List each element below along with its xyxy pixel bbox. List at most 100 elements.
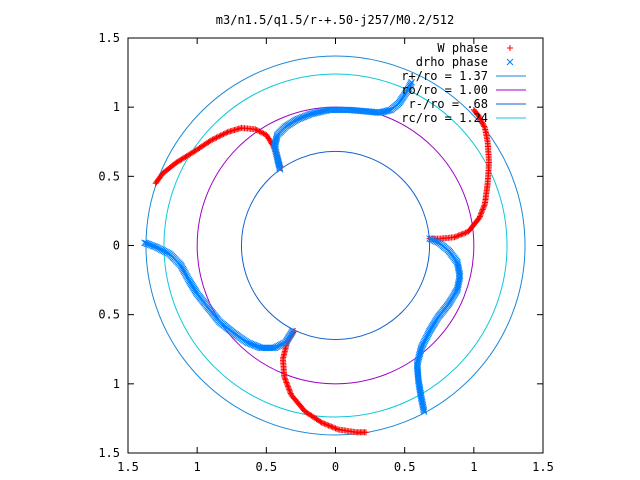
axis-ticks: 1.5 1 0.5 0 0.5 1 1.51.510.500.511.5	[98, 31, 554, 474]
w-phase-point	[478, 118, 485, 124]
w-phase-point	[284, 382, 291, 389]
w-phase-point	[208, 137, 214, 144]
drho-phase-point	[408, 78, 415, 86]
w-phase-point	[256, 128, 263, 135]
w-phase-point	[454, 233, 461, 240]
drho-phase-point	[325, 106, 332, 114]
drho-phase-point	[330, 106, 337, 114]
w-phase-point	[253, 126, 260, 133]
chart-title: m3/n1.5/q1.5/r-+.50-j257/M0.2/512	[216, 13, 454, 27]
legend-label: rc/ro = 1.24	[401, 111, 488, 125]
x-tick-label: 1	[470, 460, 477, 474]
data-points	[141, 78, 493, 436]
drho-phase-point	[420, 406, 428, 414]
drho-phase-point	[337, 106, 345, 114]
w-phase-point	[481, 123, 488, 130]
x-tick-label: 1	[194, 460, 201, 474]
w-phase-point	[329, 424, 336, 431]
w-phase-point	[478, 210, 485, 217]
w-phase-point	[332, 425, 339, 432]
x-tick-label: 0.5	[255, 460, 277, 474]
w-phase-point	[479, 206, 486, 213]
w-phase-point	[461, 230, 468, 237]
w-phase-point	[457, 231, 463, 238]
w-phase-point	[455, 232, 462, 239]
circle-r-1	[196, 106, 475, 385]
w-phase-point	[479, 119, 486, 126]
w-phase-point	[213, 134, 220, 141]
w-phase-point	[217, 132, 224, 139]
w-phase-point	[459, 230, 466, 237]
drho-phase-point	[341, 106, 348, 114]
w-phase-point	[479, 207, 486, 214]
w-phase-point	[325, 422, 332, 429]
drho-phase-point	[333, 106, 340, 114]
w-phase-point	[462, 229, 469, 236]
legend-label: W phase	[437, 41, 488, 55]
w-phase-point	[210, 135, 217, 142]
w-phase-point	[212, 135, 219, 142]
x-tick-label: 1.5	[532, 460, 554, 474]
drho-phase-point	[142, 239, 150, 247]
w-phase-point	[478, 209, 485, 216]
w-phase-point	[286, 387, 293, 394]
w-phase-point	[475, 215, 482, 222]
w-phase-point	[451, 234, 458, 241]
w-phase-point	[283, 379, 290, 386]
w-phase-point	[320, 420, 327, 427]
x-tick-label: 1.5	[117, 460, 139, 474]
w-phase-point	[282, 376, 289, 383]
legend-label: ro/ro = 1.00	[401, 83, 488, 97]
w-phase-point	[476, 214, 483, 221]
y-tick-label: 1.5	[98, 446, 120, 460]
drho-phase-point	[328, 106, 336, 114]
w-phase-point	[209, 136, 216, 143]
w-phase-point	[285, 384, 292, 391]
x-tick-label: 0	[332, 460, 339, 474]
w-phase-point	[216, 133, 223, 140]
w-phase-point	[260, 130, 267, 137]
drho-phase-point	[334, 106, 342, 114]
w-phase-point	[328, 423, 335, 430]
drho-phase-point	[420, 408, 428, 415]
drho-phase-point	[339, 106, 347, 114]
y-tick-label: 1	[113, 377, 120, 391]
y-tick-label: 0.5	[98, 308, 120, 322]
w-phase-point	[221, 130, 228, 137]
w-phase-point	[481, 202, 488, 209]
w-phase-point	[281, 375, 288, 382]
w-phase-point	[257, 129, 264, 136]
w-phase-point	[219, 131, 226, 138]
w-phase-point	[285, 383, 292, 390]
w-phase-point	[362, 429, 369, 436]
y-tick-label: 0.5	[98, 169, 120, 183]
w-phase-point	[477, 212, 484, 219]
w-phase-point	[286, 386, 293, 393]
w-phase-point	[287, 389, 294, 396]
w-phase-point	[331, 424, 338, 431]
w-phase-point	[281, 373, 288, 380]
legend-swatch	[507, 45, 513, 51]
w-phase-point	[470, 106, 477, 113]
w-phase-point	[479, 120, 486, 127]
w-phase-point	[480, 205, 487, 212]
drho-phase-point	[331, 106, 339, 114]
w-phase-point	[214, 133, 221, 140]
w-phase-point	[223, 129, 230, 136]
y-tick-label: 1	[113, 100, 120, 114]
legend-swatch	[506, 58, 514, 66]
w-phase-point	[452, 233, 459, 240]
w-phase-point	[477, 116, 484, 123]
drho-phase-point	[326, 106, 334, 114]
w-phase-point	[324, 421, 331, 428]
w-phase-point	[322, 421, 329, 428]
drho-phase-point	[336, 106, 344, 114]
circle-r-0-68	[240, 150, 431, 341]
w-phase-point	[255, 127, 262, 134]
x-tick-label: 0.5	[394, 460, 416, 474]
w-phase-point	[480, 203, 487, 210]
w-phase-point	[458, 231, 465, 238]
y-tick-label: 0	[113, 239, 120, 253]
w-phase-point	[282, 378, 289, 385]
